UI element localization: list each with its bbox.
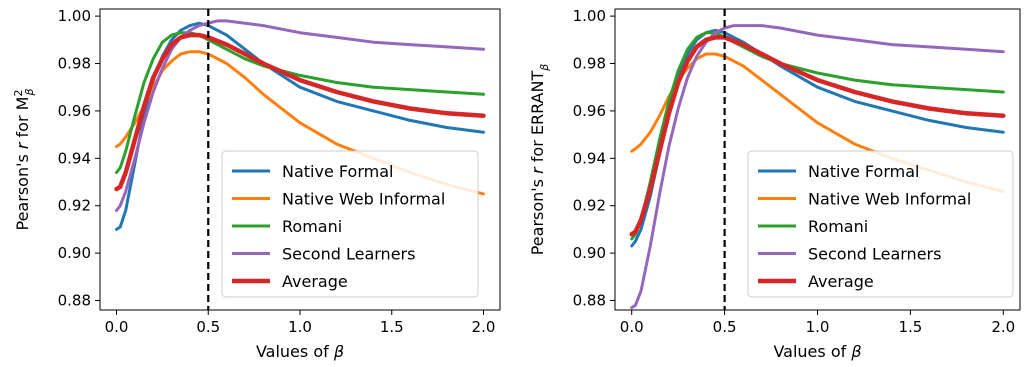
legend-item: Native Web Informal [232,190,445,209]
series-line-second-learners [630,24,1005,310]
legend-box [221,150,479,298]
legend-label: Romani [282,217,342,236]
y-tick-label: 0.90 [573,244,606,262]
legend-item: Second Learners [758,245,941,264]
legend-item: Average [758,272,874,291]
legend-label: Native Formal [282,162,393,181]
chart-panel-2: 0.0 0.5 1.0 1.5 2.0 0.88 0.90 0.92 0.94 0.96 0.98 1… [528,7,1021,361]
y-tick-label: 0.98 [58,55,91,73]
x-tick-label: 2.0 [472,318,496,336]
y-tick-label: 0.88 [58,292,91,310]
y-tick-label: 0.96 [573,102,606,120]
x-tick-label: 0.5 [196,318,220,336]
legend-label: Native Formal [808,162,919,181]
legend-item: Average [232,272,348,291]
legend-box [747,150,1014,298]
x-tick-label: 1.5 [898,318,922,336]
x-tick-label: 0.0 [105,318,129,336]
x-tick-label: 1.5 [380,318,404,336]
y-tick-label: 0.88 [573,292,606,310]
x-tick-label: 1.0 [806,318,830,336]
legend-label: Second Learners [808,245,941,264]
y-tick-label: 0.90 [58,244,91,262]
legend-item: Native Formal [232,162,393,181]
y-tick-label: 0.92 [58,197,91,215]
legend-label: Native Web Informal [808,190,971,209]
legend-item: Second Learners [232,245,415,264]
legend: Native Formal Native Web Informal Romani Se… [747,150,1014,298]
x-tick-label: 0.5 [713,318,737,336]
y-tick-label: 0.92 [573,197,606,215]
x-axis-label: Values of β [773,342,861,361]
y-tick-label: 1.00 [58,7,91,25]
x-tick-label: 1.0 [288,318,312,336]
x-tick-label: 2.0 [991,318,1015,336]
y-axis-label: Pearson's r for ERRANTβ [528,64,551,256]
y-axis-label: Pearson's r for M2β [12,89,36,231]
y-tick-label: 0.98 [573,55,606,73]
legend: Native Formal Native Web Informal Romani Se… [221,150,479,298]
y-tick-label: 0.96 [58,102,91,120]
legend-label: Average [808,272,874,291]
series-lines [114,19,486,231]
chart-panel-1: 0.0 0.5 1.0 1.5 2.0 0.88 0.90 0.92 0.94 0.96 0.98 1… [12,7,501,361]
series-line-second-learners [115,19,485,212]
series-line-average [629,35,1006,237]
legend-item: Native Formal [758,162,919,181]
series-line-average [114,32,486,192]
legend-item: Native Web Informal [758,190,971,209]
y-tick-label: 1.00 [573,7,606,25]
legend-label: Average [282,272,348,291]
legend-item: Romani [232,217,342,236]
y-tick-label: 0.94 [58,149,91,167]
legend-label: Native Web Informal [282,190,445,209]
x-tick-label: 0.0 [620,318,644,336]
y-tick-label: 0.94 [573,149,606,167]
x-axis-label: Values of β [256,342,344,361]
legend-label: Romani [808,217,868,236]
legend-item: Romani [758,217,868,236]
legend-label: Second Learners [282,245,415,264]
series-lines [629,24,1006,310]
